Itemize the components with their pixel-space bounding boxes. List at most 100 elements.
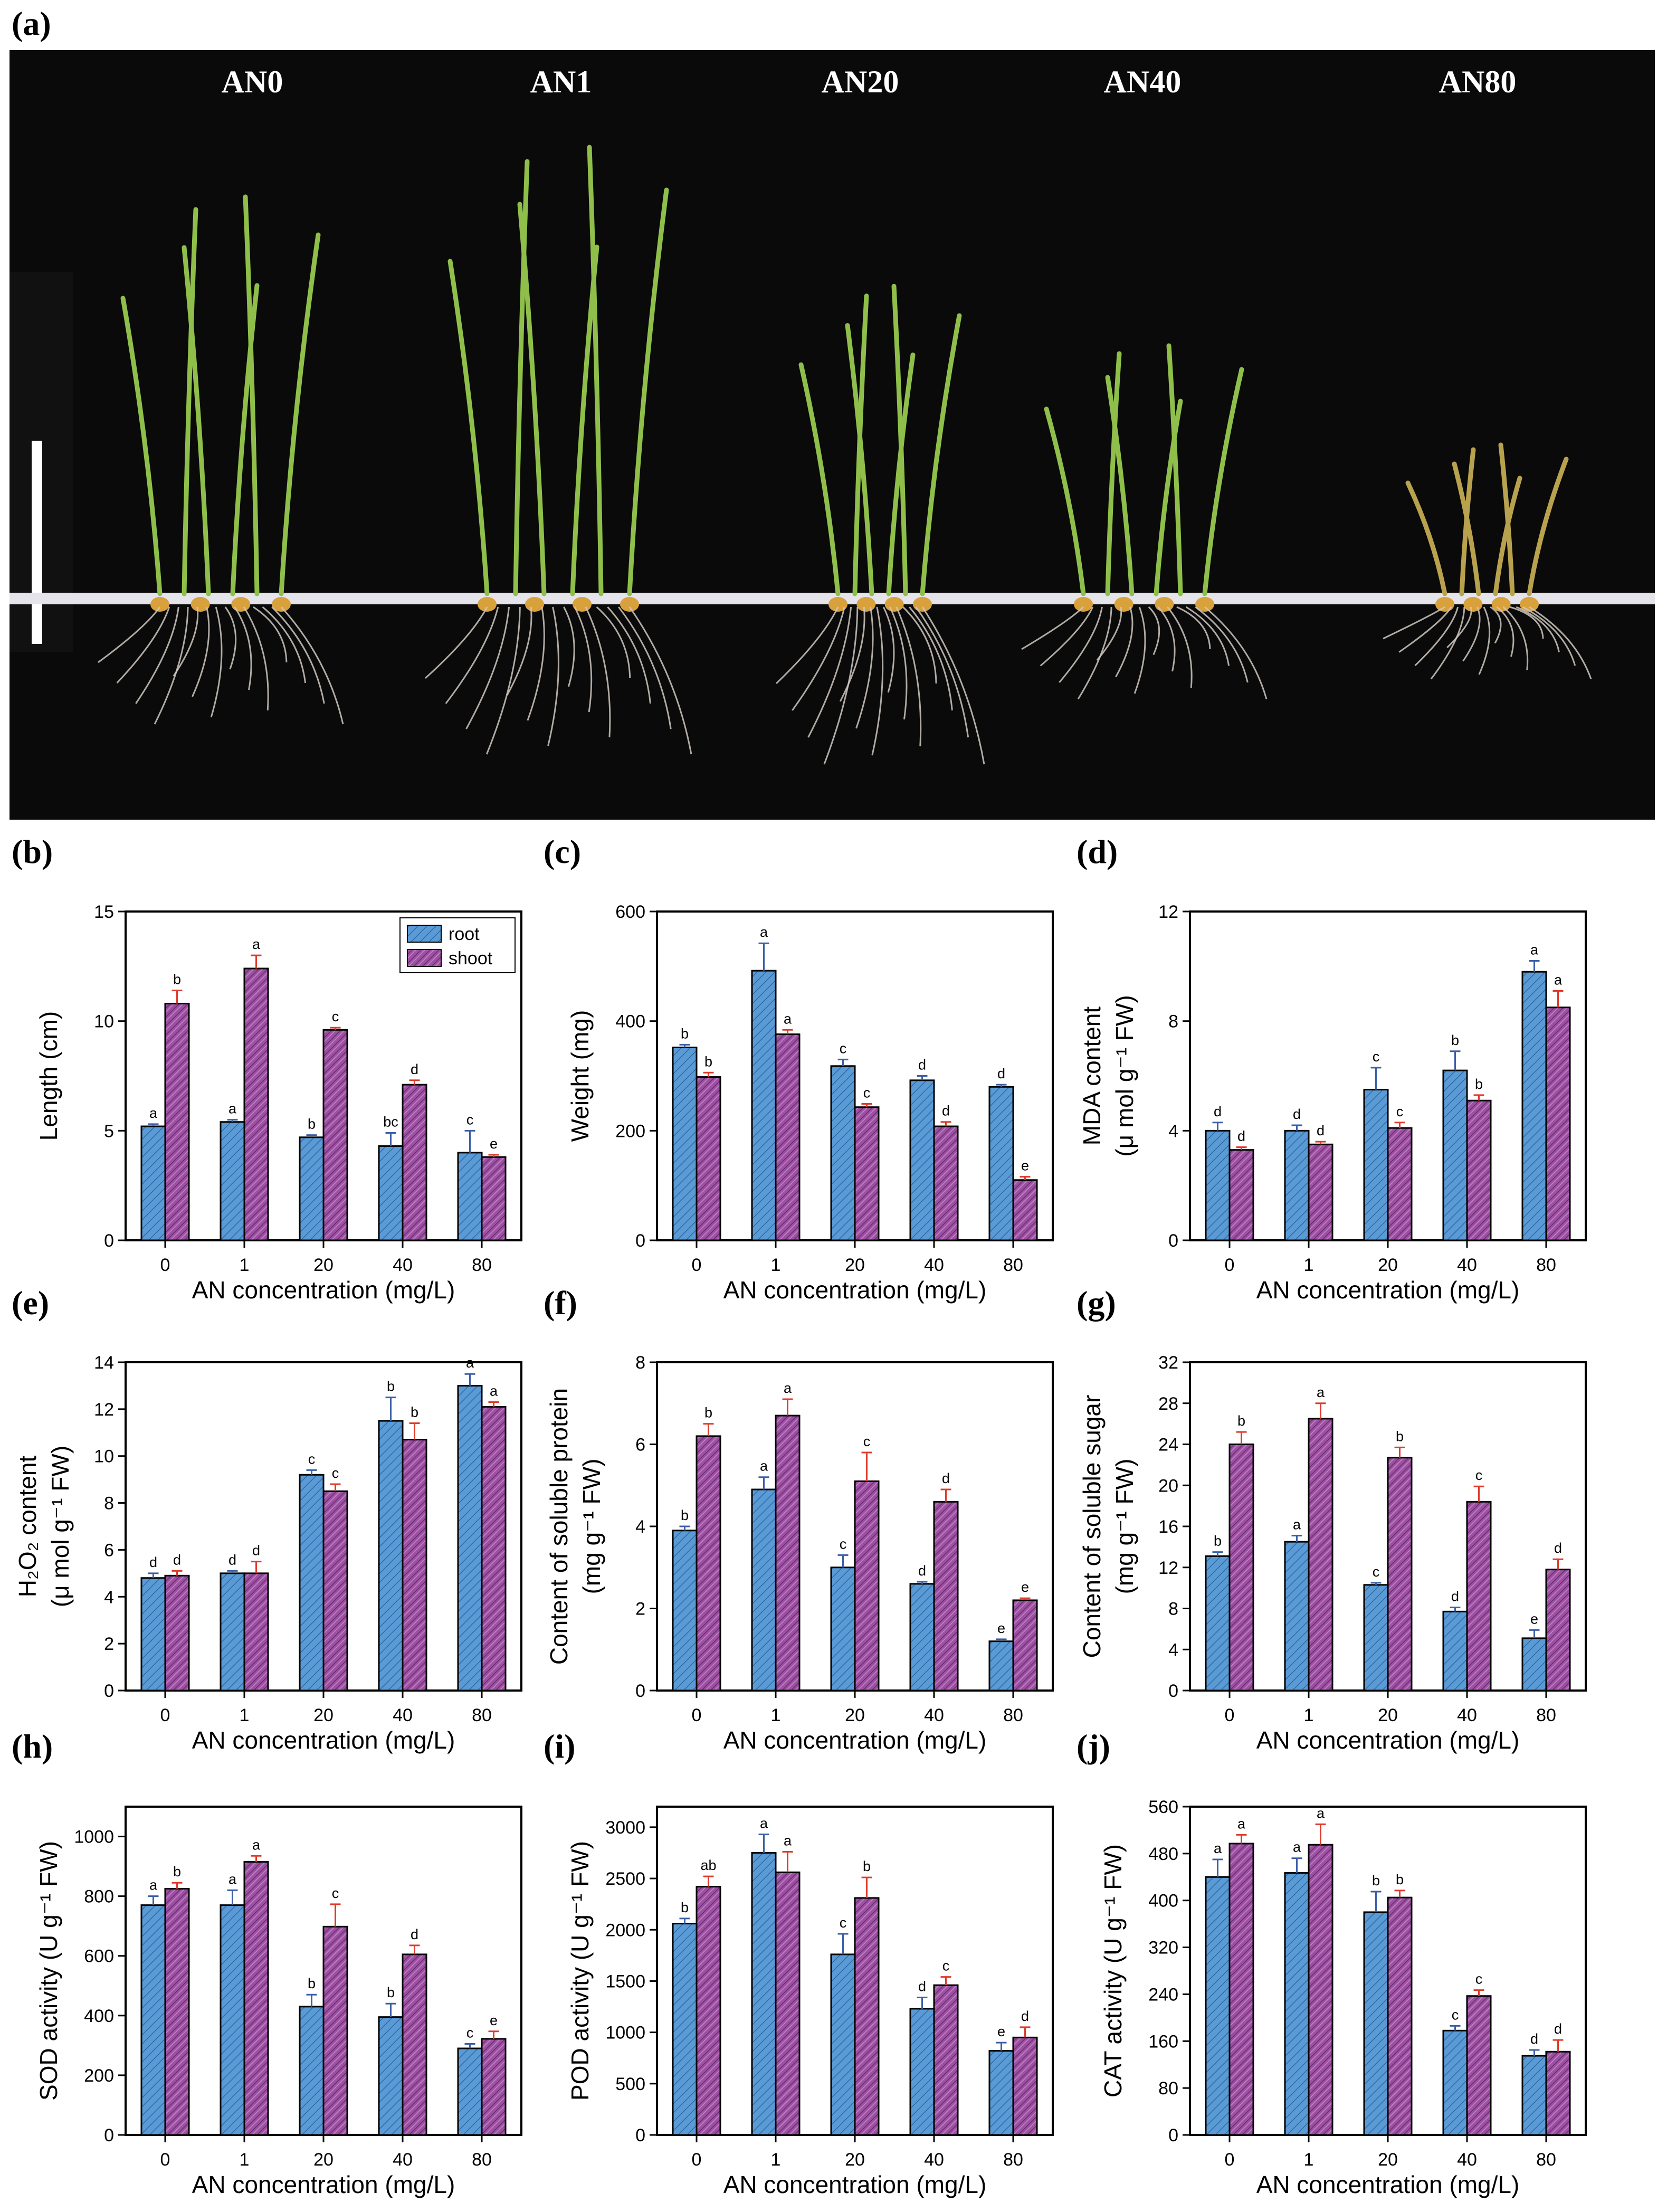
seed xyxy=(1435,597,1454,612)
root-strand xyxy=(618,606,672,729)
bar-root-40 xyxy=(1442,1610,1468,1692)
leaf-blade xyxy=(1493,476,1522,596)
root-strand xyxy=(1502,606,1529,670)
root-strand xyxy=(1398,606,1452,653)
root-strand xyxy=(1446,606,1472,649)
root-strand xyxy=(596,606,631,679)
bar-shoot-40 xyxy=(402,1084,427,1241)
y-tick-label: 0 xyxy=(104,1681,114,1701)
x-axis-label: AN concentration (mg/L) xyxy=(1256,1276,1520,1304)
y-tick-label: 8 xyxy=(1168,1012,1178,1032)
root-strand xyxy=(1383,606,1445,640)
root-strand xyxy=(607,606,651,704)
seedling-group-1 xyxy=(424,145,692,755)
root-strand xyxy=(1195,606,1249,683)
y-tick-label: 12 xyxy=(1158,1558,1178,1578)
y-tick-label: 10 xyxy=(94,1447,114,1467)
y-axis-label: H₂O₂ content xyxy=(14,1456,41,1598)
significance-letter: c xyxy=(308,1451,316,1467)
y-tick-label: 0 xyxy=(635,1231,645,1251)
y-tick-label: 0 xyxy=(1168,1681,1178,1701)
root-strand xyxy=(839,606,865,702)
significance-letter: b xyxy=(173,1864,181,1879)
significance-letter: a xyxy=(1293,1839,1301,1855)
root-strand xyxy=(253,606,288,663)
bar-shoot-40 xyxy=(933,1125,959,1241)
x-tick-label: 80 xyxy=(1003,2150,1023,2170)
significance-letter: c xyxy=(840,1536,847,1552)
bar-shoot-20 xyxy=(322,1029,348,1241)
y-tick-label: 28 xyxy=(1158,1394,1178,1414)
significance-letter: b xyxy=(308,1976,316,1991)
bar-shoot-0 xyxy=(164,1888,190,2136)
leaf-blade xyxy=(1498,442,1515,596)
significance-letter: c xyxy=(1475,1971,1483,1987)
bar-shoot-0 xyxy=(164,1002,190,1241)
significance-letter: e xyxy=(490,2012,498,2028)
x-tick-label: 1 xyxy=(1304,2150,1314,2170)
x-axis-label: AN concentration (mg/L) xyxy=(723,1726,987,1754)
x-tick-label: 80 xyxy=(1536,1255,1556,1275)
significance-letter: b xyxy=(704,1053,712,1069)
significance-letter: a xyxy=(490,1383,498,1399)
root-strand xyxy=(1077,606,1112,700)
y-tick-label: 8 xyxy=(1168,1599,1178,1619)
root-strand xyxy=(173,606,199,677)
x-axis-label: AN concentration (mg/L) xyxy=(723,1276,987,1304)
leaf-blade xyxy=(845,323,874,596)
root-strand xyxy=(921,606,985,765)
leaf-blade xyxy=(279,232,321,596)
bar-shoot-40 xyxy=(1466,1501,1492,1692)
seed xyxy=(913,597,932,612)
bar-shoot-20 xyxy=(854,1480,880,1692)
y-tick-label: 320 xyxy=(1148,1938,1178,1958)
photo-background xyxy=(9,50,1655,820)
leaf-blade xyxy=(1405,480,1447,596)
root-strand xyxy=(807,606,852,738)
x-tick-label: 40 xyxy=(1457,1255,1477,1275)
root-strand xyxy=(98,606,161,663)
y-tick-label: 6 xyxy=(104,1540,114,1560)
y-axis-label: Content of soluble protein xyxy=(545,1388,573,1665)
y-axis-label: (μ mol g⁻¹ FW) xyxy=(1111,995,1138,1156)
bar-root-20 xyxy=(830,1953,856,2136)
bar-shoot-1 xyxy=(1308,1418,1333,1692)
bar-shoot-1 xyxy=(243,967,269,1241)
root-strand xyxy=(563,606,575,687)
root-strand xyxy=(1157,606,1176,672)
panel-label-h: (h) xyxy=(12,1727,53,1765)
seedling-group-3 xyxy=(1021,343,1268,700)
y-tick-label: 160 xyxy=(1148,2031,1178,2052)
y-tick-label: 400 xyxy=(615,1012,645,1032)
y-tick-label: 10 xyxy=(94,1012,114,1032)
bar-root-80 xyxy=(1521,971,1547,1241)
bar-root-80 xyxy=(988,1086,1014,1241)
x-tick-label: 80 xyxy=(1003,1255,1023,1275)
legend-swatch-shoot xyxy=(407,949,442,967)
y-tick-label: 4 xyxy=(635,1517,645,1537)
x-tick-label: 80 xyxy=(472,1705,492,1725)
leaf-blade xyxy=(798,362,841,596)
root-strand xyxy=(574,606,593,713)
x-tick-label: 20 xyxy=(1378,2150,1398,2170)
bar-shoot-40 xyxy=(1466,1995,1492,2136)
significance-letter: a xyxy=(149,1105,158,1121)
root-strand xyxy=(855,606,874,729)
x-axis-label: AN concentration (mg/L) xyxy=(192,1726,455,1754)
significance-letter: b xyxy=(1475,1076,1483,1092)
x-tick-label: 40 xyxy=(1457,1705,1477,1725)
root-strand xyxy=(465,606,510,729)
x-tick-label: 20 xyxy=(845,1255,865,1275)
bar-root-40 xyxy=(909,1079,935,1241)
x-tick-label: 20 xyxy=(845,2150,865,2170)
root-strand xyxy=(1478,606,1491,675)
significance-letter: b xyxy=(387,1379,395,1394)
y-tick-label: 32 xyxy=(1158,1353,1178,1373)
y-tick-label: 600 xyxy=(84,1947,114,1967)
legend-label-root: root xyxy=(449,924,480,944)
root-strand xyxy=(1414,606,1459,667)
y-tick-label: 600 xyxy=(615,902,645,922)
significance-letter: a xyxy=(228,1101,237,1117)
